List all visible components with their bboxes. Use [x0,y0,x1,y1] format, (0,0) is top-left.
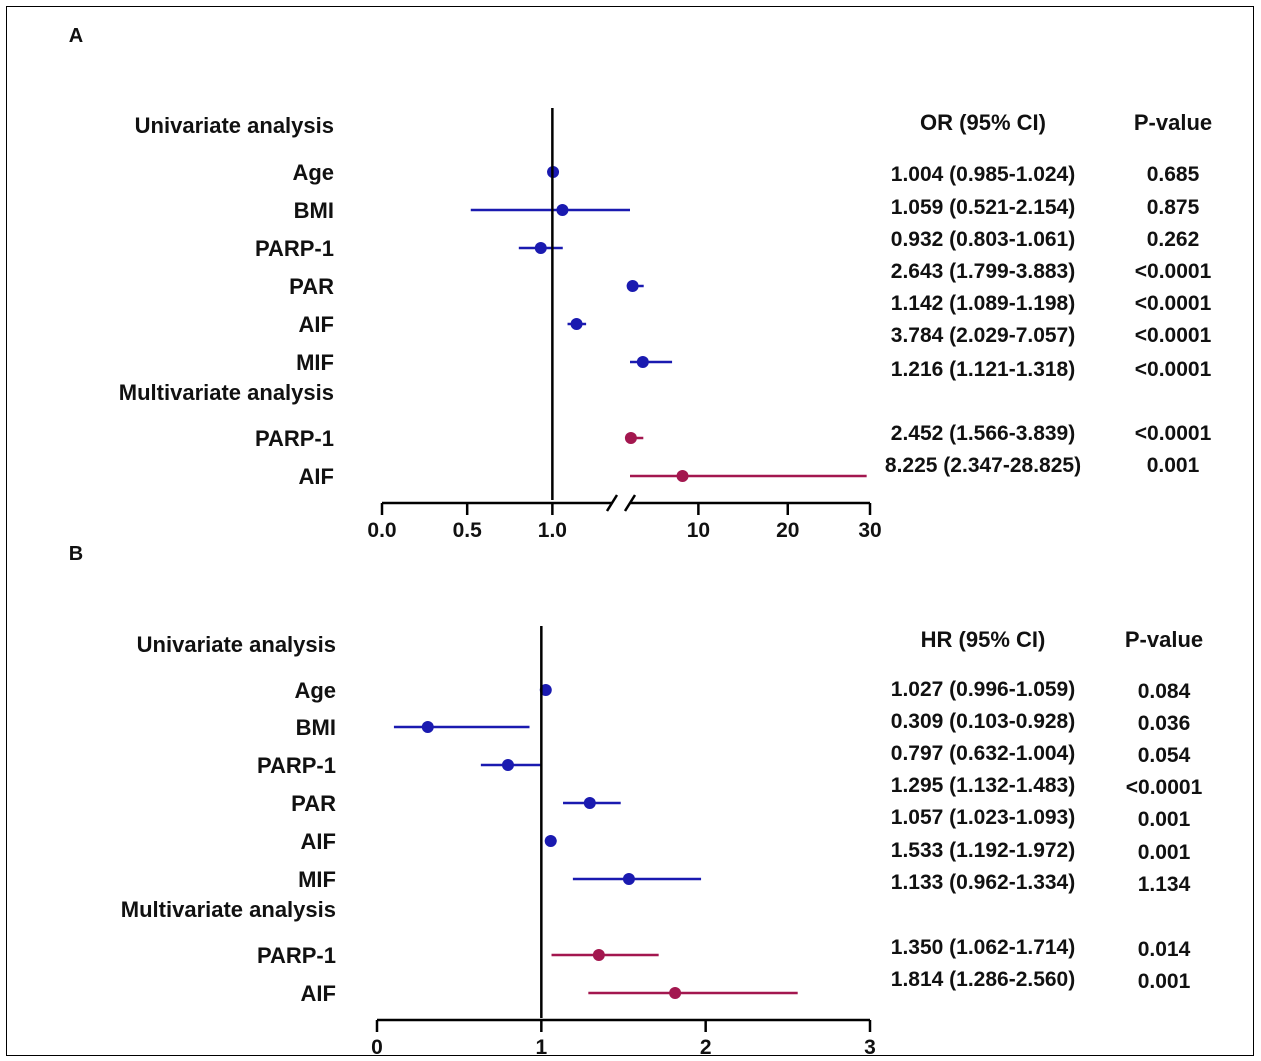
estimate-marker [501,759,514,771]
panel-label: A [69,25,83,47]
row-label: BMI [294,198,334,223]
estimate-marker [539,684,552,696]
ci-value-text: 0.797 (0.632-1.004) [891,742,1075,765]
group-label: Univariate analysis [137,632,336,657]
estimate-marker [592,949,605,961]
p-value-text: 0.262 [1147,228,1200,251]
x-tick-label: 0.5 [453,519,483,542]
ci-value-text: 1.004 (0.985-1.024) [891,163,1075,186]
pvalue-column-header: P-value [1125,627,1203,652]
ci-value-text: 1.295 (1.132-1.483) [891,774,1075,797]
row-label: AIF [299,464,334,489]
row-label: PARP-1 [257,943,336,968]
p-value-text: 0.001 [1138,970,1191,993]
pvalue-column-header: P-value [1134,110,1212,135]
p-value-text: <0.0001 [1135,292,1212,315]
x-tick-label: 30 [858,519,881,542]
p-value-text: 0.875 [1147,196,1200,219]
group-label: Multivariate analysis [121,897,336,922]
x-tick-label: 1.0 [538,519,567,542]
row-label: PARP-1 [255,236,334,261]
row-label: PARP-1 [255,426,334,451]
ci-value-text: 1.216 (1.121-1.318) [891,358,1075,381]
p-value-text: 0.014 [1138,938,1191,961]
ci-value-text: 1.350 (1.062-1.714) [891,936,1075,959]
ci-value-text: 2.643 (1.799-3.883) [891,260,1075,283]
p-value-text: 0.054 [1138,744,1191,767]
estimate-column-header: OR (95% CI) [920,110,1046,135]
axis-break-mark [605,494,619,512]
x-tick-label: 0.0 [367,519,396,542]
axis-break-mark [623,494,637,512]
x-tick-label: 20 [776,519,799,542]
ci-value-text: 2.452 (1.566-3.839) [891,422,1075,445]
row-label: Age [292,160,334,185]
ci-value-text: 0.309 (0.103-0.928) [891,710,1075,733]
row-label: AIF [301,829,336,854]
estimate-marker [534,242,547,254]
x-tick-label: 3 [864,1036,876,1059]
row-label: Age [294,678,336,703]
x-tick-label: 0 [371,1036,383,1059]
x-tick-label: 1 [535,1036,547,1059]
p-value-text: 0.084 [1138,680,1191,703]
estimate-marker [622,873,635,885]
row-label: PAR [289,274,334,299]
ci-value-text: 1.057 (1.023-1.093) [891,806,1075,829]
estimate-marker [626,280,639,292]
ci-value-text: 8.225 (2.347-28.825) [885,454,1081,477]
p-value-text: 0.001 [1147,454,1200,477]
p-value-text: 0.001 [1138,841,1191,864]
p-value-text: <0.0001 [1135,422,1212,445]
row-label: MIF [296,350,334,375]
ci-value-text: 1.027 (0.996-1.059) [891,678,1075,701]
ci-value-text: 1.059 (0.521-2.154) [891,196,1075,219]
p-value-text: <0.0001 [1135,324,1212,347]
p-value-text: <0.0001 [1135,260,1212,283]
row-label: PAR [291,791,336,816]
estimate-marker [624,432,637,444]
group-label: Univariate analysis [135,113,334,138]
x-tick-label: 2 [700,1036,712,1059]
ci-value-text: 1.133 (0.962-1.334) [891,871,1075,894]
p-value-text: <0.0001 [1126,776,1203,799]
estimate-marker [570,318,583,330]
row-label: PARP-1 [257,753,336,778]
estimate-marker [421,721,434,733]
estimate-column-header: HR (95% CI) [921,627,1046,652]
row-label: BMI [296,715,336,740]
ci-value-text: 1.142 (1.089-1.198) [891,292,1075,315]
estimate-marker [676,470,689,482]
estimate-marker [544,835,557,847]
ci-value-text: 1.814 (1.286-2.560) [891,968,1075,991]
ci-value-text: 3.784 (2.029-7.057) [891,324,1075,347]
p-value-text: 0.685 [1147,163,1200,186]
row-label: AIF [299,312,334,337]
ci-value-text: 1.533 (1.192-1.972) [891,839,1075,862]
row-label: MIF [298,867,336,892]
p-value-text: <0.0001 [1135,358,1212,381]
ci-value-text: 0.932 (0.803-1.061) [891,228,1075,251]
estimate-marker [636,356,649,368]
estimate-marker [669,987,682,999]
x-tick-label: 10 [687,519,710,542]
estimate-marker [556,204,569,216]
panel-label: B [69,543,83,565]
estimate-marker [583,797,596,809]
p-value-text: 1.134 [1138,873,1191,896]
group-label: Multivariate analysis [119,380,334,405]
p-value-text: 0.036 [1138,712,1191,735]
p-value-text: 0.001 [1138,808,1191,831]
row-label: AIF [301,981,336,1006]
